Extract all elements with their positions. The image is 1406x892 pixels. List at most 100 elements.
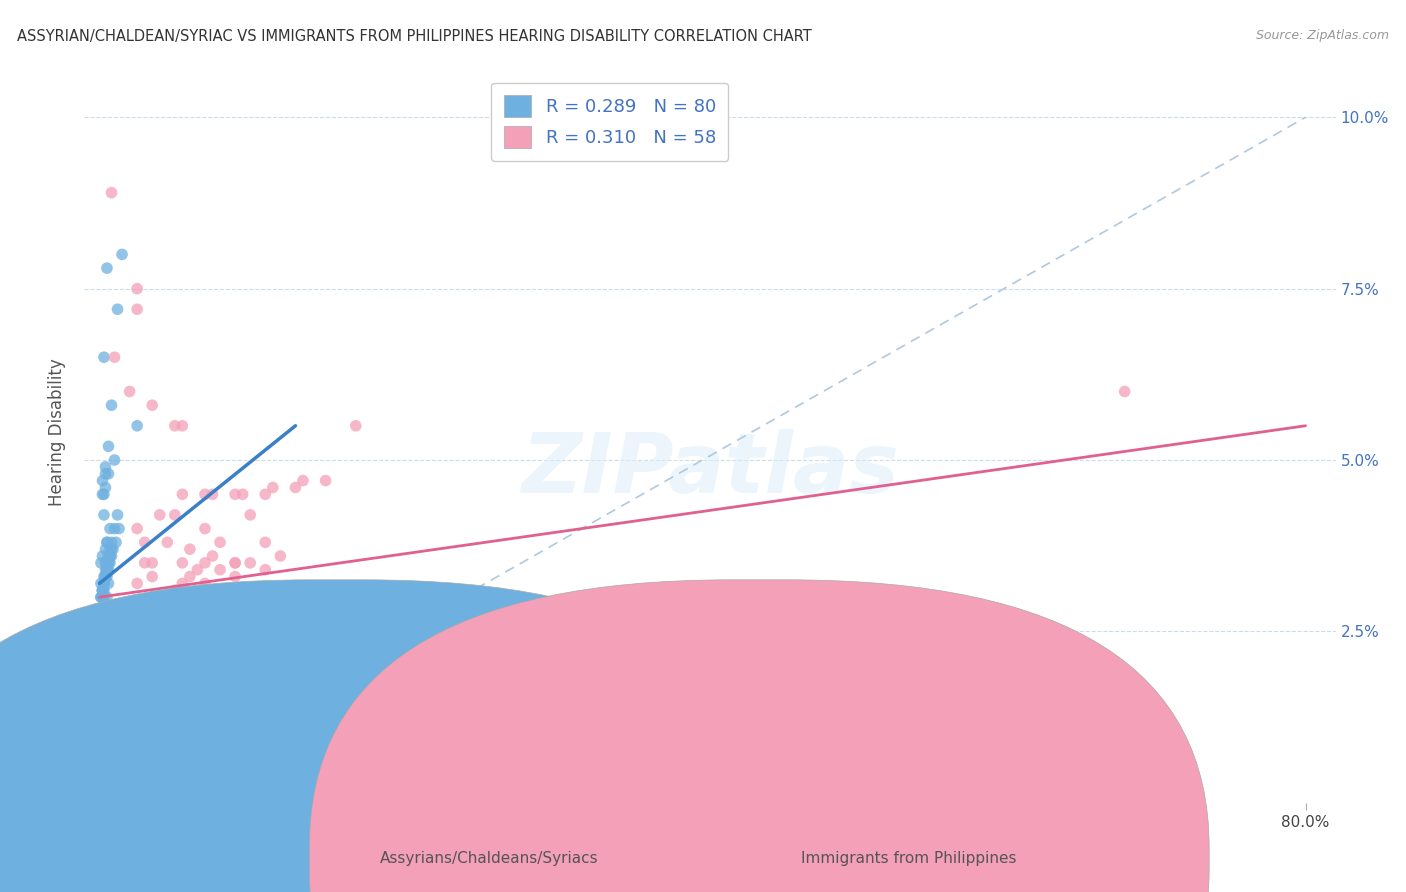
Point (127, 576, 149, 591)
Point (96, 569, 118, 583)
Point (98, 549, 121, 563)
Point (96, 617, 118, 632)
Point (194, 556, 217, 570)
Point (96, 261, 118, 276)
Point (1114, 384, 1136, 399)
Point (93, 576, 115, 591)
Point (254, 487, 277, 501)
Point (91, 590, 114, 604)
Point (254, 563, 277, 577)
Point (98, 549, 121, 563)
Point (100, 186, 122, 200)
Point (107, 302, 129, 317)
Point (93, 508, 115, 522)
Point (254, 535, 277, 549)
Point (94, 480, 117, 494)
Point (224, 556, 246, 570)
Point (93, 576, 115, 591)
Point (172, 556, 194, 570)
Point (91, 474, 114, 488)
Point (224, 556, 246, 570)
Point (96, 563, 118, 577)
Point (127, 522, 149, 536)
Point (100, 535, 122, 549)
Point (118, 384, 141, 399)
Point (141, 569, 163, 583)
Point (91, 487, 114, 501)
Point (201, 487, 224, 501)
Point (107, 508, 129, 522)
Point (105, 535, 128, 549)
Point (232, 487, 254, 501)
Point (94, 569, 117, 583)
Point (149, 508, 172, 522)
Point (100, 542, 122, 557)
Point (97, 556, 120, 570)
Point (94, 679, 117, 693)
Point (209, 535, 232, 549)
Point (93, 576, 115, 591)
Point (186, 632, 208, 646)
Point (163, 583, 186, 598)
Point (239, 556, 262, 570)
Point (194, 487, 217, 501)
Point (93, 590, 115, 604)
Point (96, 556, 118, 570)
Point (103, 453, 125, 467)
Point (127, 282, 149, 296)
Text: Assyrians/Chaldeans/Syriacs: Assyrians/Chaldeans/Syriacs (380, 852, 598, 866)
Point (90, 590, 112, 604)
Point (91, 583, 114, 598)
Point (97, 549, 120, 563)
Point (172, 418, 194, 433)
Point (96, 563, 118, 577)
Point (94, 632, 117, 646)
Point (163, 508, 186, 522)
Point (94, 632, 117, 646)
Point (93, 350, 115, 364)
Point (262, 480, 284, 494)
Point (101, 542, 124, 557)
Point (93, 487, 115, 501)
Text: ASSYRIAN/CHALDEAN/SYRIAC VS IMMIGRANTS FROM PHILIPPINES HEARING DISABILITY CORRE: ASSYRIAN/CHALDEAN/SYRIAC VS IMMIGRANTS F… (17, 29, 811, 44)
Point (141, 604, 163, 618)
Point (91, 583, 114, 598)
Legend: R = 0.289   N = 80, R = 0.310   N = 58: R = 0.289 N = 80, R = 0.310 N = 58 (491, 83, 728, 161)
Point (201, 617, 224, 632)
Point (172, 576, 194, 591)
Point (96, 624, 118, 639)
Point (98, 556, 121, 570)
Point (172, 604, 194, 618)
Point (172, 487, 194, 501)
Point (141, 658, 163, 673)
Point (98, 522, 121, 536)
Point (93, 576, 115, 591)
Point (127, 302, 149, 317)
Point (90, 556, 112, 570)
Point (141, 556, 163, 570)
Point (96, 535, 118, 549)
Point (186, 563, 208, 577)
Point (97, 556, 120, 570)
Point (141, 590, 163, 604)
Point (97, 549, 120, 563)
Point (111, 247, 134, 261)
Point (224, 487, 246, 501)
Point (97, 563, 120, 577)
Point (315, 474, 337, 488)
Point (93, 569, 115, 583)
Point (291, 474, 314, 488)
Point (134, 556, 156, 570)
Point (163, 418, 186, 433)
Y-axis label: Hearing Disability: Hearing Disability (48, 359, 66, 507)
Point (94, 569, 117, 583)
Text: Immigrants from Philippines: Immigrants from Philippines (801, 852, 1017, 866)
Point (93, 638, 115, 652)
Point (90, 576, 112, 591)
Point (91, 583, 114, 598)
Point (269, 549, 291, 563)
Point (94, 569, 117, 583)
Point (209, 563, 232, 577)
Point (224, 569, 246, 583)
Point (179, 569, 201, 583)
